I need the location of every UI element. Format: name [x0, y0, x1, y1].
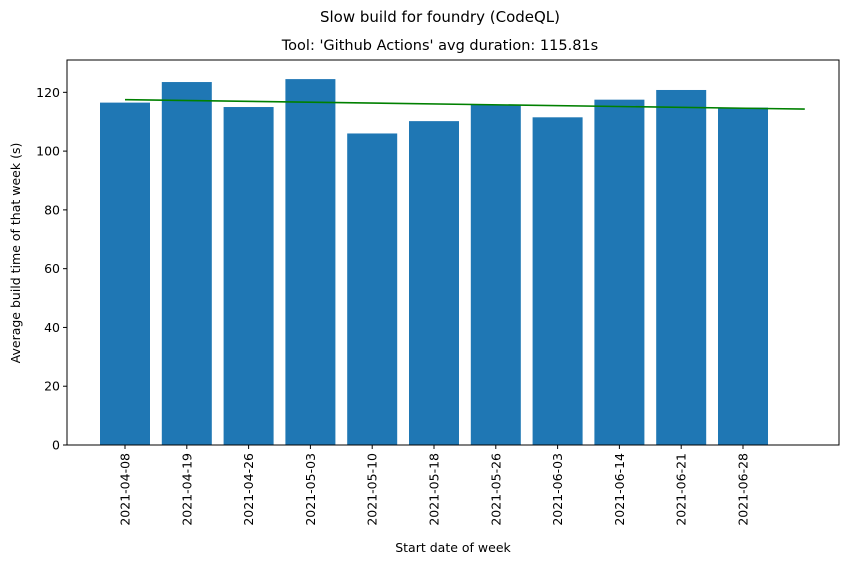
y-tick-label: 100 [36, 144, 60, 159]
x-tick-label: 2021-06-28 [736, 453, 751, 526]
bar [656, 89, 707, 445]
bar [532, 117, 583, 446]
bar [347, 133, 398, 446]
plot-frame [66, 59, 840, 446]
chart-suptitle: Slow build for foundry (CodeQL) [320, 8, 560, 26]
y-axis-label: Average build time of that week (s) [8, 143, 23, 364]
x-axis-ticks: 2021-04-08 2021-04-19 2021-04-26 2021-05-03… [118, 445, 751, 526]
y-tick-label: 120 [36, 85, 60, 100]
bar [100, 102, 150, 445]
x-tick-label: 2021-04-19 [179, 453, 194, 526]
trend-line [124, 98, 805, 110]
bars [100, 79, 768, 446]
x-tick-label: 2021-04-08 [118, 453, 133, 526]
y-tick-label: 60 [44, 261, 60, 276]
y-tick-label: 80 [44, 202, 60, 217]
trend-line-group [124, 98, 805, 110]
x-axis-label: Start date of week [395, 540, 511, 555]
bar [470, 104, 521, 445]
chart-title: Tool: 'Github Actions' avg duration: 115… [281, 38, 598, 54]
x-tick-label: 2021-05-10 [365, 453, 380, 526]
x-tick-label: 2021-05-03 [303, 453, 318, 526]
bar [718, 107, 768, 445]
y-tick-label: 0 [52, 438, 60, 453]
y-tick-label: 20 [44, 379, 60, 394]
x-tick-label: 2021-06-21 [674, 453, 689, 526]
x-tick-label: 2021-06-03 [550, 453, 565, 526]
bar [594, 99, 645, 446]
x-tick-label: 2021-05-18 [427, 453, 442, 526]
x-tick-label: 2021-04-26 [241, 453, 256, 526]
bar [285, 79, 336, 445]
x-tick-label: 2021-05-26 [488, 453, 503, 526]
bar [161, 82, 212, 445]
bar [409, 121, 459, 446]
x-tick-label: 2021-06-14 [612, 453, 627, 526]
y-axis-ticks: 0 20 40 60 80 100 120 [36, 85, 67, 453]
bar [223, 107, 274, 446]
y-tick-label: 40 [44, 320, 60, 335]
